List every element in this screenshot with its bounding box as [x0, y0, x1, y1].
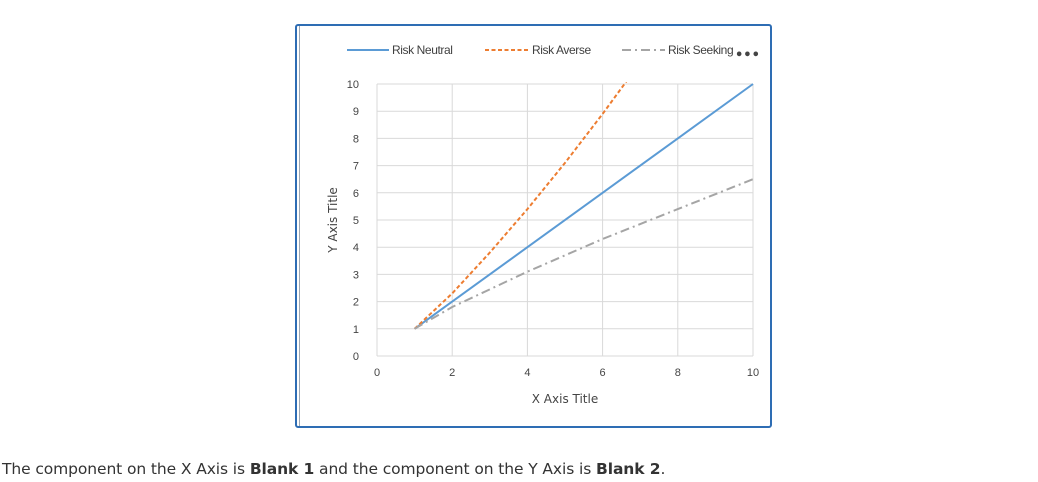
blank-1: Blank 1	[249, 460, 315, 478]
question-text: The component on the X Axis is Blank 1 a…	[2, 460, 665, 478]
legend-label: Risk Seeking	[668, 43, 733, 57]
y-axis-title: Y Axis Title	[326, 187, 340, 254]
y-tick-label: 7	[353, 161, 359, 173]
x-tick-label: 0	[374, 367, 380, 379]
y-tick-label: 2	[353, 297, 359, 309]
legend-label: Risk Neutral	[392, 43, 453, 57]
x-tick-label: 6	[600, 367, 606, 379]
y-tick-label: 4	[353, 242, 359, 254]
series-line-risk-neutral	[414, 83, 754, 330]
y-tick-label: 3	[353, 269, 359, 281]
series-line-risk-seeking	[414, 178, 754, 330]
legend-label: Risk Averse	[532, 43, 591, 57]
more-options-icon[interactable]: •••	[735, 48, 760, 63]
question-middle: and the component on the Y Axis is	[314, 460, 597, 478]
y-tick-label: 5	[353, 215, 359, 227]
y-tick-label: 1	[353, 324, 359, 336]
question-prefix: The component on the X Axis is	[2, 460, 250, 478]
x-tick-label: 2	[449, 367, 455, 379]
y-tick-label: 0	[353, 351, 359, 363]
y-tick-label: 10	[347, 79, 359, 91]
x-tick-label: 8	[675, 367, 681, 379]
x-axis-title: X Axis Title	[532, 392, 598, 406]
y-tick-label: 8	[353, 133, 359, 145]
x-tick-label: 10	[747, 367, 759, 379]
line-chart: 0 1 2 3 4 5 6 7 8 9 10 0 2 4 6 8 10 X Axis Title Y Axis Ti…	[326, 43, 760, 406]
chart-container: 0 1 2 3 4 5 6 7 8 9 10 0 2 4 6 8 10 X Axis Title Y Axis Ti…	[295, 24, 772, 428]
series-line-risk-averse	[413, 82, 628, 330]
x-tick-label: 4	[524, 367, 530, 379]
y-tick-label: 9	[353, 106, 359, 118]
y-tick-label: 6	[353, 188, 359, 200]
question-suffix: .	[660, 460, 666, 478]
blank-2: Blank 2	[596, 460, 661, 478]
